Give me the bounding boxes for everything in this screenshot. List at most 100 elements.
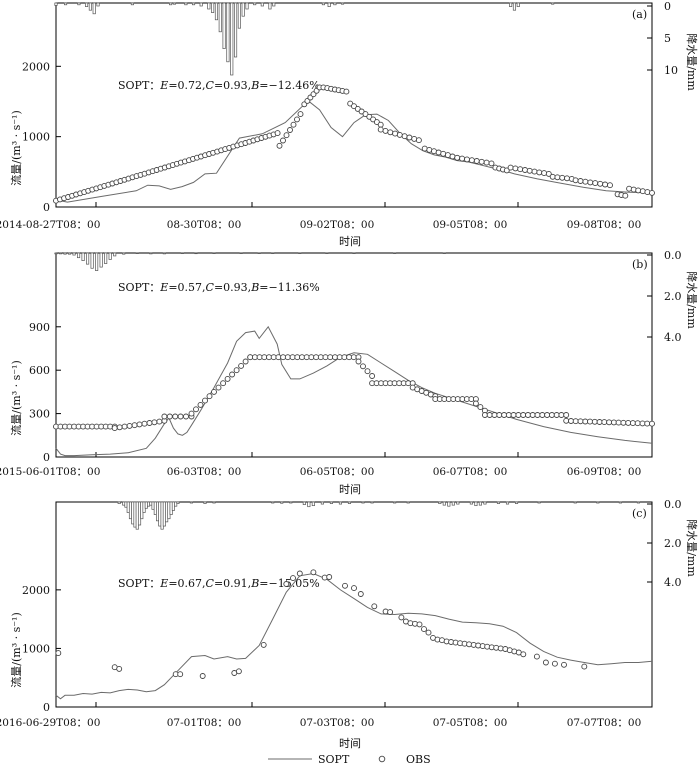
- rain-bar: [352, 252, 356, 254]
- rain-bar: [469, 501, 473, 505]
- rain-bar: [54, 252, 58, 255]
- obs-point: [625, 419, 632, 426]
- rain-bar: [340, 2, 345, 5]
- obs-point: [411, 135, 418, 142]
- obs-point: [596, 419, 603, 425]
- rain-bar: [361, 501, 365, 504]
- obs-point: [274, 130, 281, 137]
- obs-point: [224, 375, 231, 382]
- obs-point: [238, 362, 245, 369]
- obs-point: [582, 418, 589, 425]
- rain-bar: [88, 2, 92, 11]
- y-tick-label: 1000: [22, 642, 50, 655]
- rain-bar: [96, 2, 100, 7]
- obs-point: [649, 189, 655, 196]
- obs-point: [478, 158, 485, 165]
- obs-point: [512, 165, 519, 172]
- obs-point: [326, 574, 333, 580]
- obs-point: [275, 354, 282, 361]
- rain-bar: [222, 2, 226, 49]
- rain-bar: [325, 252, 329, 254]
- rain-bar: [298, 252, 302, 254]
- obs-point: [522, 167, 528, 173]
- x-tick-label: 07-05T08：00: [433, 717, 508, 729]
- rain-bar: [451, 501, 455, 506]
- rain-bar: [496, 501, 501, 504]
- y-tick-label: 300: [29, 408, 50, 421]
- obs-point: [554, 174, 561, 181]
- annotation-part: B: [250, 79, 259, 92]
- obs-point: [505, 412, 512, 418]
- obs-point: [551, 660, 558, 667]
- rain-bar: [307, 501, 311, 508]
- obs-point: [507, 164, 514, 171]
- obs-point: [197, 401, 204, 408]
- panels: (a) 0 1000 2000 0 5 10 降水量/mm 流量/(m³ · s⁻¹) 2014-…: [0, 0, 699, 750]
- rain-bar: [63, 252, 67, 255]
- obs-point: [563, 412, 570, 418]
- metrics-annotation: SOPT：E=0.72,C=0.93,B=−12.46%: [118, 79, 320, 92]
- rain-bar: [95, 252, 99, 271]
- flow-axis-label: 流量/(m³ · s⁻¹): [9, 110, 23, 185]
- annotation-part: B: [250, 281, 259, 294]
- rain-bar: [483, 501, 487, 505]
- obs-point: [481, 412, 488, 418]
- rain-bar: [347, 501, 352, 504]
- obs-point: [341, 354, 348, 361]
- x-tick-label: 09-02T08：00: [300, 219, 375, 231]
- obs-point: [242, 358, 249, 365]
- obs-point: [136, 421, 143, 428]
- obs-point: [296, 570, 303, 577]
- rain-bar: [239, 252, 243, 254]
- obs-point: [220, 380, 227, 387]
- obs-point: [382, 127, 389, 134]
- obs-point: [351, 585, 357, 592]
- obs-point: [459, 155, 466, 162]
- obs-point: [529, 412, 536, 418]
- obs-point: [151, 419, 158, 426]
- x-tick-label: 06-09T08：00: [567, 466, 642, 478]
- rain-bar: [162, 252, 166, 255]
- rain-bar: [474, 501, 478, 507]
- obs-point: [297, 111, 304, 118]
- obs-point: [597, 180, 604, 187]
- obs-point: [206, 393, 213, 400]
- rain-bar: [90, 252, 94, 269]
- obs-point: [610, 419, 617, 426]
- obs-point: [503, 167, 510, 174]
- obs-point: [357, 591, 364, 597]
- obs-point: [294, 354, 301, 361]
- plot-frame: [55, 501, 653, 708]
- obs-point: [161, 413, 168, 420]
- x-tick-label: 07-01T08：00: [167, 717, 242, 729]
- rainfall-bars: [54, 2, 555, 76]
- obs-point: [343, 88, 350, 95]
- rain-bar: [226, 2, 230, 63]
- rain-bar: [442, 501, 446, 506]
- flow-axis-label: 流量/(m³ · s⁻¹): [9, 360, 23, 435]
- annotation-part: =0.93,: [214, 79, 251, 92]
- panel-label: (c): [632, 507, 647, 520]
- obs-point: [172, 413, 179, 420]
- obs-point: [131, 422, 138, 429]
- obs-point: [620, 419, 627, 426]
- rain-bar: [438, 501, 442, 504]
- x-axis-label: 时间: [339, 483, 361, 496]
- rain-tick-label: 0: [664, 0, 671, 13]
- obs-point: [644, 189, 651, 196]
- x-axis-label: 时间: [339, 235, 361, 248]
- obs-point: [531, 168, 538, 175]
- obs-point: [55, 650, 62, 657]
- x-tick-label: 06-05T08：00: [300, 466, 375, 478]
- obs-point: [111, 425, 118, 432]
- y-tick-label: 2000: [22, 584, 50, 597]
- obs-point: [406, 134, 413, 141]
- rain-bar: [122, 252, 126, 255]
- obs-point: [536, 169, 543, 176]
- rain-bar: [393, 252, 397, 254]
- rain-bar: [509, 2, 513, 7]
- rain-bar: [321, 2, 325, 6]
- rain-bar: [194, 252, 198, 255]
- rain-bar: [199, 2, 203, 7]
